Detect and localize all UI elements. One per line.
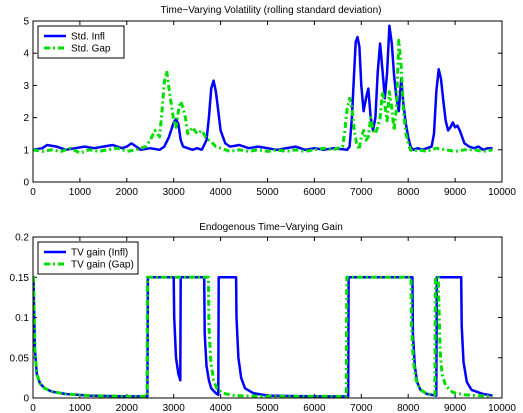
x-tick-label: 1000	[69, 187, 92, 198]
x-tick-label: 3000	[163, 187, 186, 198]
legend-box	[37, 241, 139, 275]
y-tick-label: 0	[23, 178, 29, 189]
x-tick-label: 1000	[69, 403, 92, 413]
x-tick-label: 6000	[303, 187, 326, 198]
series-line-gap	[33, 275, 493, 398]
x-tick-label: 9000	[444, 403, 467, 413]
x-tick-label: 6000	[303, 403, 326, 413]
tick-group: 0 1000 2000 3000 4000 5000 6000 7000 8000 9000 100…	[10, 233, 517, 413]
x-tick-label: 0	[30, 187, 36, 198]
chart-title: Time−Varying Volatility (rolling standar…	[161, 5, 382, 16]
x-tick-label: 3000	[163, 403, 186, 413]
x-tick-label: 4000	[209, 187, 232, 198]
series-layer	[33, 275, 493, 398]
x-tick-label: 5000	[256, 403, 279, 413]
x-tick-label: 5000	[256, 187, 279, 198]
series-line-infl	[33, 276, 493, 398]
series-layer	[33, 24, 493, 155]
legend-box	[37, 25, 125, 59]
y-tick-label: 3	[23, 81, 29, 92]
y-tick-label: 0.2	[15, 233, 29, 244]
y-tick-label: 0.15	[10, 273, 30, 284]
y-tick-label: 0	[23, 394, 29, 405]
x-tick-label: 9000	[444, 187, 467, 198]
x-tick-label: 10000	[488, 187, 516, 198]
legend-label: TV gain (Gap)	[71, 260, 134, 271]
x-tick-label: 8000	[397, 187, 420, 198]
x-tick-label: 2000	[116, 187, 139, 198]
x-tick-label: 8000	[397, 403, 420, 413]
y-tick-label: 2	[23, 113, 29, 124]
x-tick-label: 0	[30, 403, 36, 413]
legend-label: Std. Gap	[71, 44, 111, 55]
tick-group: 0 1000 2000 3000 4000 5000 6000 7000 8000 9000 100…	[23, 17, 516, 199]
legend-label: TV gain (Infl)	[71, 248, 128, 259]
volatility-chart: Time−Varying Volatility (rolling standar…	[23, 5, 516, 198]
x-tick-label: 4000	[209, 403, 232, 413]
y-tick-label: 0.05	[10, 353, 30, 364]
legend-label: Std. Infl	[71, 32, 105, 43]
series-line-infl	[33, 24, 493, 152]
x-tick-label: 7000	[350, 187, 373, 198]
x-tick-label: 7000	[350, 403, 373, 413]
chart-title: Endogenous Time−Varying Gain	[199, 222, 343, 233]
x-tick-label: 10000	[488, 403, 516, 413]
plot-frame	[32, 20, 503, 183]
gain-chart: Endogenous Time−Varying Gain 0 1000 2000 30…	[10, 222, 517, 413]
x-tick-label: 2000	[116, 403, 139, 413]
plot-frame	[32, 236, 503, 399]
y-tick-label: 5	[23, 17, 29, 28]
y-tick-label: 4	[23, 49, 29, 60]
y-tick-label: 1	[23, 145, 29, 156]
legend: TV gain (Infl)TV gain (Gap)	[37, 241, 139, 275]
y-tick-label: 0.1	[15, 313, 29, 324]
